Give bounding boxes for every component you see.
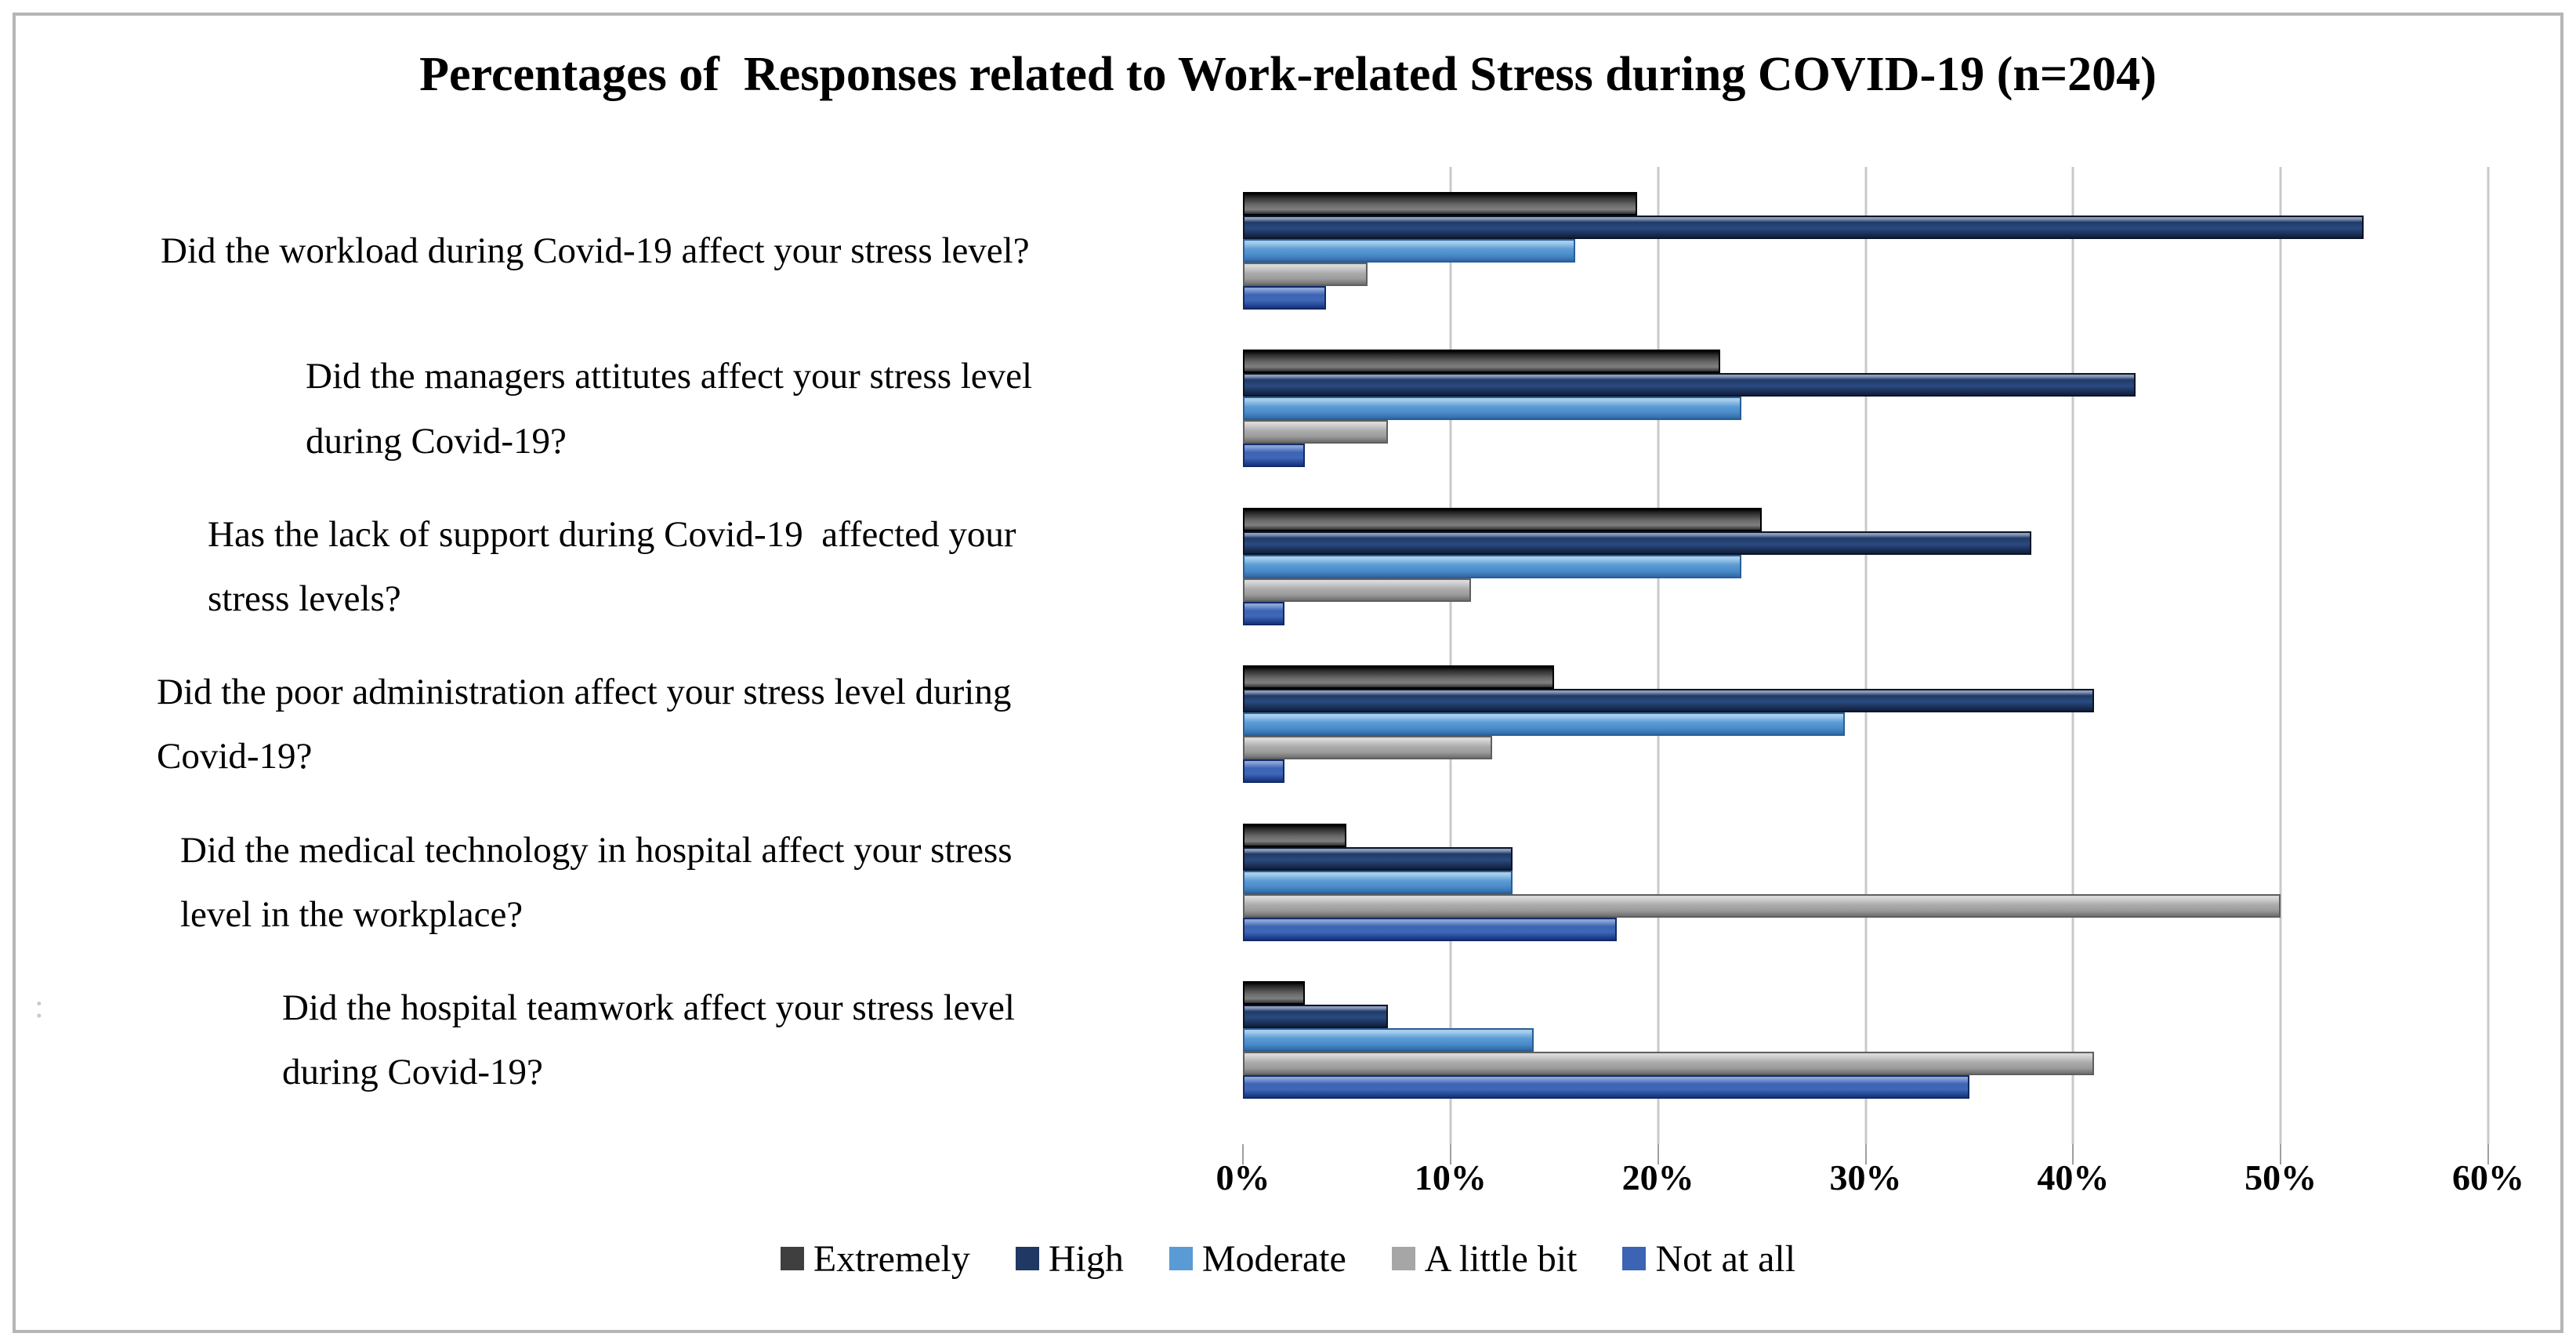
bar-not-at-all — [1243, 444, 1306, 468]
bar-group — [1243, 192, 2488, 310]
bar-moderate — [1243, 397, 1741, 421]
bar-moderate — [1243, 239, 1575, 263]
bar-moderate — [1243, 1028, 1534, 1052]
category-label: Did the managers attitutes affect your s… — [306, 356, 1033, 462]
gridline — [1449, 167, 1452, 1144]
bar-group — [1243, 507, 2488, 625]
category-label: Did the hospital teamwork affect your st… — [282, 987, 1015, 1092]
bar-moderate — [1243, 712, 1846, 737]
x-axis-ticks — [1242, 1144, 2489, 1165]
bar-extremely — [1243, 350, 1721, 374]
legend-label: High — [1048, 1237, 1124, 1280]
legend-swatch-icon — [1622, 1247, 1647, 1270]
category-label: Did the poor administration affect your … — [157, 671, 1012, 777]
category-label: Has the lack of support during Covid-19 … — [208, 513, 1016, 619]
axis-tick — [1657, 1144, 1659, 1165]
bar-extremely — [1243, 665, 1555, 690]
plot-area — [1243, 167, 2490, 1144]
bar-a-little-bit — [1243, 736, 1492, 760]
bar-extremely — [1243, 981, 1306, 1005]
bar-high — [1243, 373, 2136, 397]
axis-tick-label: 0% — [1216, 1157, 1270, 1197]
category-label: Did the medical technology in hospital a… — [180, 829, 1013, 935]
gridline — [1864, 167, 1867, 1144]
legend-item: Extremely — [780, 1237, 970, 1281]
stray-mark: : — [34, 989, 44, 1025]
bar-high — [1243, 216, 2364, 239]
chart-title: Percentages of Responses related to Work… — [419, 48, 2157, 101]
gridline — [1657, 167, 1660, 1144]
axis-tick-label: 20% — [1621, 1157, 1694, 1197]
bar-not-at-all — [1243, 1075, 1969, 1099]
legend-item: Moderate — [1168, 1237, 1346, 1281]
axis-tick-label: 50% — [2244, 1157, 2317, 1197]
bar-moderate — [1243, 870, 1513, 894]
bar-not-at-all — [1243, 917, 1617, 941]
legend-swatch-icon — [1168, 1247, 1193, 1270]
axis-tick — [1864, 1144, 1867, 1165]
legend-swatch-icon — [1015, 1247, 1039, 1270]
bar-a-little-bit — [1243, 578, 1472, 602]
axis-tick-label: 10% — [1414, 1157, 1487, 1197]
legend-swatch-icon — [1391, 1247, 1415, 1270]
bar-extremely — [1243, 192, 1638, 216]
bar-high — [1243, 689, 2094, 713]
bar-high — [1243, 846, 1513, 871]
bar-not-at-all — [1243, 601, 1284, 625]
legend-label: Not at all — [1655, 1237, 1796, 1280]
legend: Extremely High Moderate A little bit Not at … — [0, 1230, 2576, 1287]
legend-item: Not at all — [1622, 1237, 1795, 1281]
bar-extremely — [1243, 507, 1763, 531]
bar-moderate — [1243, 554, 1741, 578]
bar-high — [1243, 1005, 1389, 1028]
category-axis-labels: Did the workload during Covid-19 affect … — [0, 167, 1226, 1144]
axis-tick — [2072, 1144, 2074, 1165]
bar-group — [1243, 665, 2488, 784]
bar-a-little-bit — [1243, 1052, 2094, 1075]
axis-tick — [2487, 1144, 2489, 1165]
bar-a-little-bit — [1243, 420, 1389, 444]
axis-tick — [2280, 1144, 2282, 1165]
bar-a-little-bit — [1243, 263, 1368, 286]
bar-group — [1243, 981, 2488, 1099]
gridline — [2487, 167, 2490, 1144]
legend-item: A little bit — [1391, 1237, 1578, 1281]
bar-group — [1243, 823, 2488, 941]
legend-label: Moderate — [1201, 1237, 1346, 1280]
legend-swatch-icon — [780, 1247, 804, 1270]
axis-tick — [1449, 1144, 1451, 1165]
x-axis-tick-labels: 0% 10% 20% 30% 40% 50% 60% — [1216, 1157, 2525, 1204]
legend-label: Extremely — [813, 1237, 970, 1280]
bar-a-little-bit — [1243, 893, 2281, 918]
legend-item: High — [1015, 1237, 1124, 1281]
axis-tick — [1242, 1144, 1244, 1165]
bar-not-at-all — [1243, 759, 1284, 784]
bar-not-at-all — [1243, 286, 1326, 310]
legend-label: A little bit — [1424, 1237, 1578, 1280]
axis-tick-label: 40% — [2037, 1157, 2110, 1197]
gridline — [2071, 167, 2074, 1144]
bar-high — [1243, 531, 2032, 555]
bar-group — [1243, 350, 2488, 468]
gridline — [2279, 167, 2282, 1144]
bar-extremely — [1243, 823, 1347, 847]
axis-tick-label: 30% — [1829, 1157, 1902, 1197]
category-label: Did the workload during Covid-19 affect … — [161, 230, 1030, 271]
axis-tick-label: 60% — [2452, 1157, 2524, 1197]
